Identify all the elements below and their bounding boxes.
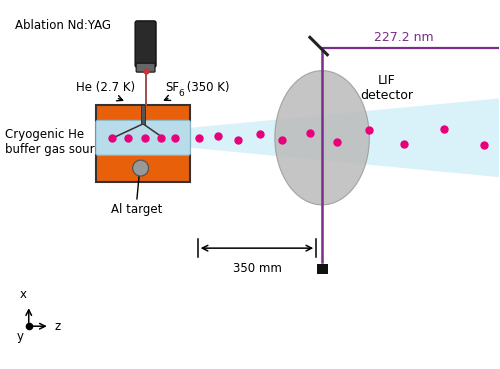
Text: Al target: Al target bbox=[111, 203, 162, 216]
Text: LIF
detector: LIF detector bbox=[360, 73, 413, 101]
FancyBboxPatch shape bbox=[96, 120, 190, 155]
Text: 350 mm: 350 mm bbox=[232, 262, 281, 275]
Bar bbox=[316, 263, 328, 275]
Circle shape bbox=[132, 160, 148, 176]
Ellipse shape bbox=[275, 70, 370, 205]
Text: Ablation Nd:YAG: Ablation Nd:YAG bbox=[16, 19, 112, 32]
Text: y: y bbox=[16, 330, 24, 343]
FancyBboxPatch shape bbox=[136, 63, 155, 72]
Text: x: x bbox=[20, 288, 26, 301]
Bar bbox=[141, 105, 145, 124]
Text: 6: 6 bbox=[178, 89, 184, 97]
Text: z: z bbox=[54, 320, 61, 333]
Polygon shape bbox=[190, 98, 500, 177]
FancyBboxPatch shape bbox=[135, 21, 156, 67]
Text: SF: SF bbox=[166, 81, 179, 94]
Text: Cryogenic He
buffer gas source: Cryogenic He buffer gas source bbox=[6, 128, 108, 156]
Bar bbox=[96, 105, 190, 182]
Text: (350 K): (350 K) bbox=[184, 81, 230, 94]
Text: He (2.7 K): He (2.7 K) bbox=[76, 81, 136, 94]
Text: 227.2 nm: 227.2 nm bbox=[374, 31, 434, 44]
